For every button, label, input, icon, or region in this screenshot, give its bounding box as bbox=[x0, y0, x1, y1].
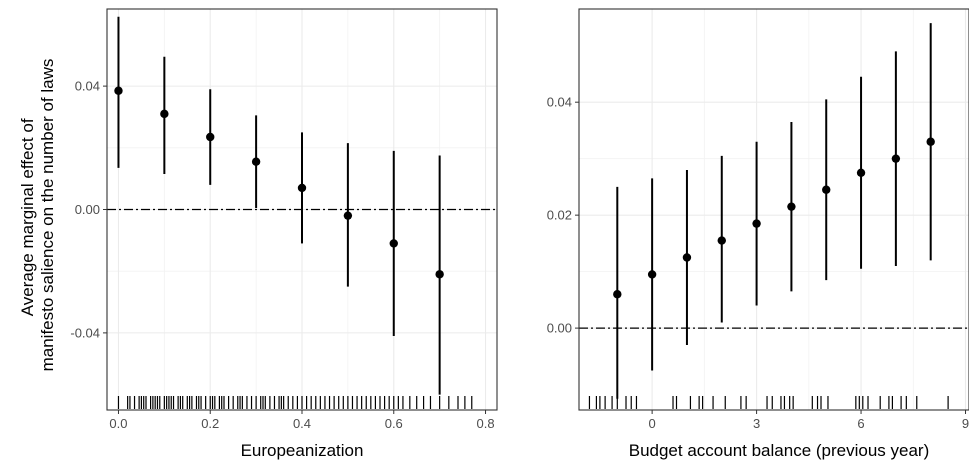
estimate-point bbox=[160, 109, 169, 119]
estimate-point bbox=[613, 290, 622, 299]
x-tick-label: 3 bbox=[753, 416, 760, 431]
estimate-point bbox=[856, 168, 866, 177]
x-tick-label: 9 bbox=[962, 416, 969, 431]
estimate-point bbox=[891, 154, 901, 163]
x-tick-label: 0.6 bbox=[385, 416, 403, 431]
estimate-point bbox=[682, 253, 692, 262]
estimate-point bbox=[752, 219, 761, 228]
y-tick-label: 0.02 bbox=[547, 208, 572, 223]
estimate-point bbox=[114, 86, 123, 95]
y-tick-label: 0.00 bbox=[547, 321, 572, 336]
estimate-point bbox=[389, 239, 398, 248]
x-tick-label: 0.8 bbox=[476, 416, 494, 431]
x-tick-label: 0 bbox=[649, 416, 656, 431]
x-tick-label: 0.2 bbox=[201, 416, 219, 431]
y-axis-title-line-1: Average marginal effect of bbox=[18, 118, 37, 316]
y-tick-label: -0.04 bbox=[70, 325, 100, 340]
y-tick-label: 0.00 bbox=[75, 202, 100, 217]
right-panel: 0 3 6 9 0.00 0.02 0.04 Budget account balance (… bbox=[547, 8, 969, 460]
estimate-point bbox=[926, 137, 935, 146]
x-tick-label: 0.0 bbox=[109, 416, 127, 431]
estimate-point bbox=[343, 211, 353, 220]
x-tick-label: 0.4 bbox=[293, 416, 311, 431]
estimate-point bbox=[297, 183, 307, 193]
estimate-point bbox=[647, 270, 657, 279]
left-panel: 0.0 0.2 0.4 0.6 0.8 -0.04 0.00 0.04 Europeanizat… bbox=[70, 8, 498, 460]
estimate-point bbox=[787, 202, 796, 211]
estimate-point bbox=[206, 132, 215, 142]
y-tick-label: 0.04 bbox=[547, 95, 572, 110]
x-axis-title: Europeanization bbox=[241, 441, 364, 460]
x-axis-title: Budget account balance (previous year) bbox=[629, 441, 930, 460]
estimate-point bbox=[251, 157, 261, 166]
y-axis-title-line-2: manifesto salience on the number of laws bbox=[38, 59, 57, 372]
plot-background bbox=[579, 9, 969, 410]
estimate-point bbox=[717, 236, 726, 245]
y-tick-label: 0.04 bbox=[75, 79, 100, 94]
panel-border bbox=[578, 8, 969, 411]
y-axis-title: Average marginal effect of manifesto sal… bbox=[18, 59, 57, 372]
estimate-point bbox=[435, 270, 444, 279]
estimate-point bbox=[822, 185, 831, 194]
x-tick-label: 6 bbox=[857, 416, 864, 431]
